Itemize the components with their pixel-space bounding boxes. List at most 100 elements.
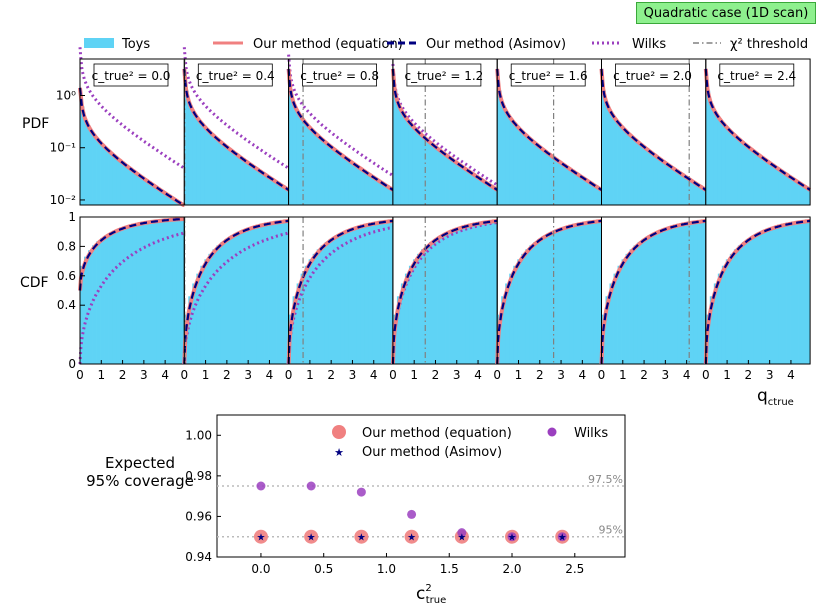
x-tick-label: 0 — [389, 368, 397, 382]
x-tick-label: 3 — [453, 368, 461, 382]
toys-bar — [360, 170, 366, 205]
toys-bar — [188, 296, 193, 364]
wilks-point — [256, 481, 266, 491]
toys-bar — [721, 265, 727, 364]
toys-bar — [433, 146, 438, 205]
toys-bar — [597, 220, 602, 364]
toys-bar — [416, 253, 422, 364]
toys-bar — [790, 178, 795, 205]
panel-label-box — [93, 63, 169, 87]
toys-bar — [300, 119, 306, 205]
x-tick-label: 1.0 — [377, 562, 396, 576]
cdf-row: 0 1 2 3 4 0 1 2 3 4 0 1 2 3 4 0 1 2 3 4 0 1 2 3 4 0 1 2 3 4 0 1 2 3 400.40… — [20, 210, 811, 408]
toys-bar — [589, 221, 594, 364]
panel-label-box — [406, 63, 482, 87]
toys-bar — [292, 296, 298, 364]
toys-bar — [509, 119, 514, 205]
toys-bar — [765, 161, 771, 205]
toys-bar — [649, 234, 655, 364]
toys-bar — [645, 236, 651, 364]
toys-bar — [264, 175, 269, 205]
toys-bar — [96, 139, 101, 205]
toys-bar — [449, 158, 454, 205]
toys-bar — [232, 234, 237, 364]
asimov-point: ★ — [558, 533, 567, 544]
toys-bar — [705, 90, 711, 205]
toys-bar — [790, 223, 795, 364]
x-tick-label: 4 — [161, 368, 169, 382]
toys-bar — [445, 232, 450, 364]
toys-bar — [653, 232, 659, 364]
asimov-curve — [600, 68, 707, 191]
x-tick-label: 4 — [787, 368, 795, 382]
toys-bar — [408, 265, 414, 364]
toys-bar — [368, 223, 374, 364]
toys-bar — [348, 161, 354, 205]
toys-bar — [404, 119, 410, 205]
x-tick-label: 0.0 — [251, 562, 270, 576]
toys-bar — [308, 259, 314, 364]
toys-bar — [701, 188, 707, 205]
asimov-curve — [183, 68, 290, 191]
y-tick-label: 0.6 — [57, 269, 76, 283]
toys-bar — [88, 128, 93, 205]
toys-bar — [144, 180, 149, 205]
toys-bar — [505, 113, 510, 205]
toys-bar — [256, 170, 261, 205]
toys-bar — [136, 223, 141, 364]
x-tick-label: 2 — [119, 368, 127, 382]
toys-bar — [280, 186, 285, 205]
toys-bar — [661, 161, 667, 205]
toys-bar — [573, 172, 578, 205]
toys-bar — [424, 139, 430, 205]
toys-bar — [585, 180, 590, 205]
x-tick-label: 1 — [619, 368, 627, 382]
toys-bar — [778, 225, 783, 364]
toys-bar — [677, 172, 683, 205]
y-tick-label: 10⁻² — [50, 193, 77, 207]
toys-bar — [344, 230, 350, 364]
toys-bar — [697, 186, 703, 205]
toys-bar — [352, 227, 358, 364]
toys-bar — [453, 229, 458, 364]
toys-bar — [372, 178, 378, 205]
toys-bar — [104, 235, 109, 364]
toys-bar — [549, 232, 554, 364]
asimov-point: ★ — [307, 533, 316, 544]
toys-bar — [392, 90, 398, 205]
toys-bar — [136, 174, 141, 205]
toys-bar — [577, 223, 582, 364]
toys-bar — [657, 230, 663, 364]
toys-bar — [320, 139, 326, 205]
toys-bar — [769, 164, 775, 205]
x-tick-label: 1 — [306, 368, 314, 382]
toys-bar — [308, 128, 314, 205]
x-tick-label: 2 — [640, 368, 648, 382]
y-tick-label: 10⁰ — [56, 89, 76, 103]
y-tick-label: 0.96 — [185, 509, 212, 523]
toys-bar — [140, 177, 145, 205]
toys-bar — [645, 149, 651, 205]
toys-bar — [112, 231, 117, 364]
x-tick-label: 4 — [579, 368, 587, 382]
toys-bar — [513, 265, 518, 364]
x-tick-label: 2 — [745, 368, 753, 382]
toys-bar — [489, 186, 494, 205]
toys-bar — [477, 223, 482, 364]
toys-bar — [172, 199, 177, 205]
toys-bar — [204, 128, 209, 205]
toys-bar — [549, 155, 554, 205]
toys-bar — [224, 146, 229, 205]
toys-bar — [248, 164, 253, 205]
toys-bar — [765, 229, 771, 364]
cdf-x-label: qctrue — [757, 386, 794, 408]
y-tick-label: 10⁻¹ — [50, 141, 77, 155]
toys-bar — [493, 220, 498, 364]
toys-bar — [284, 188, 289, 205]
wilks-point — [557, 532, 567, 542]
toys-bar — [228, 149, 233, 205]
toys-bar — [388, 220, 394, 364]
y-tick-label: 0.98 — [185, 469, 212, 483]
x-tick-label: 3 — [349, 368, 357, 382]
